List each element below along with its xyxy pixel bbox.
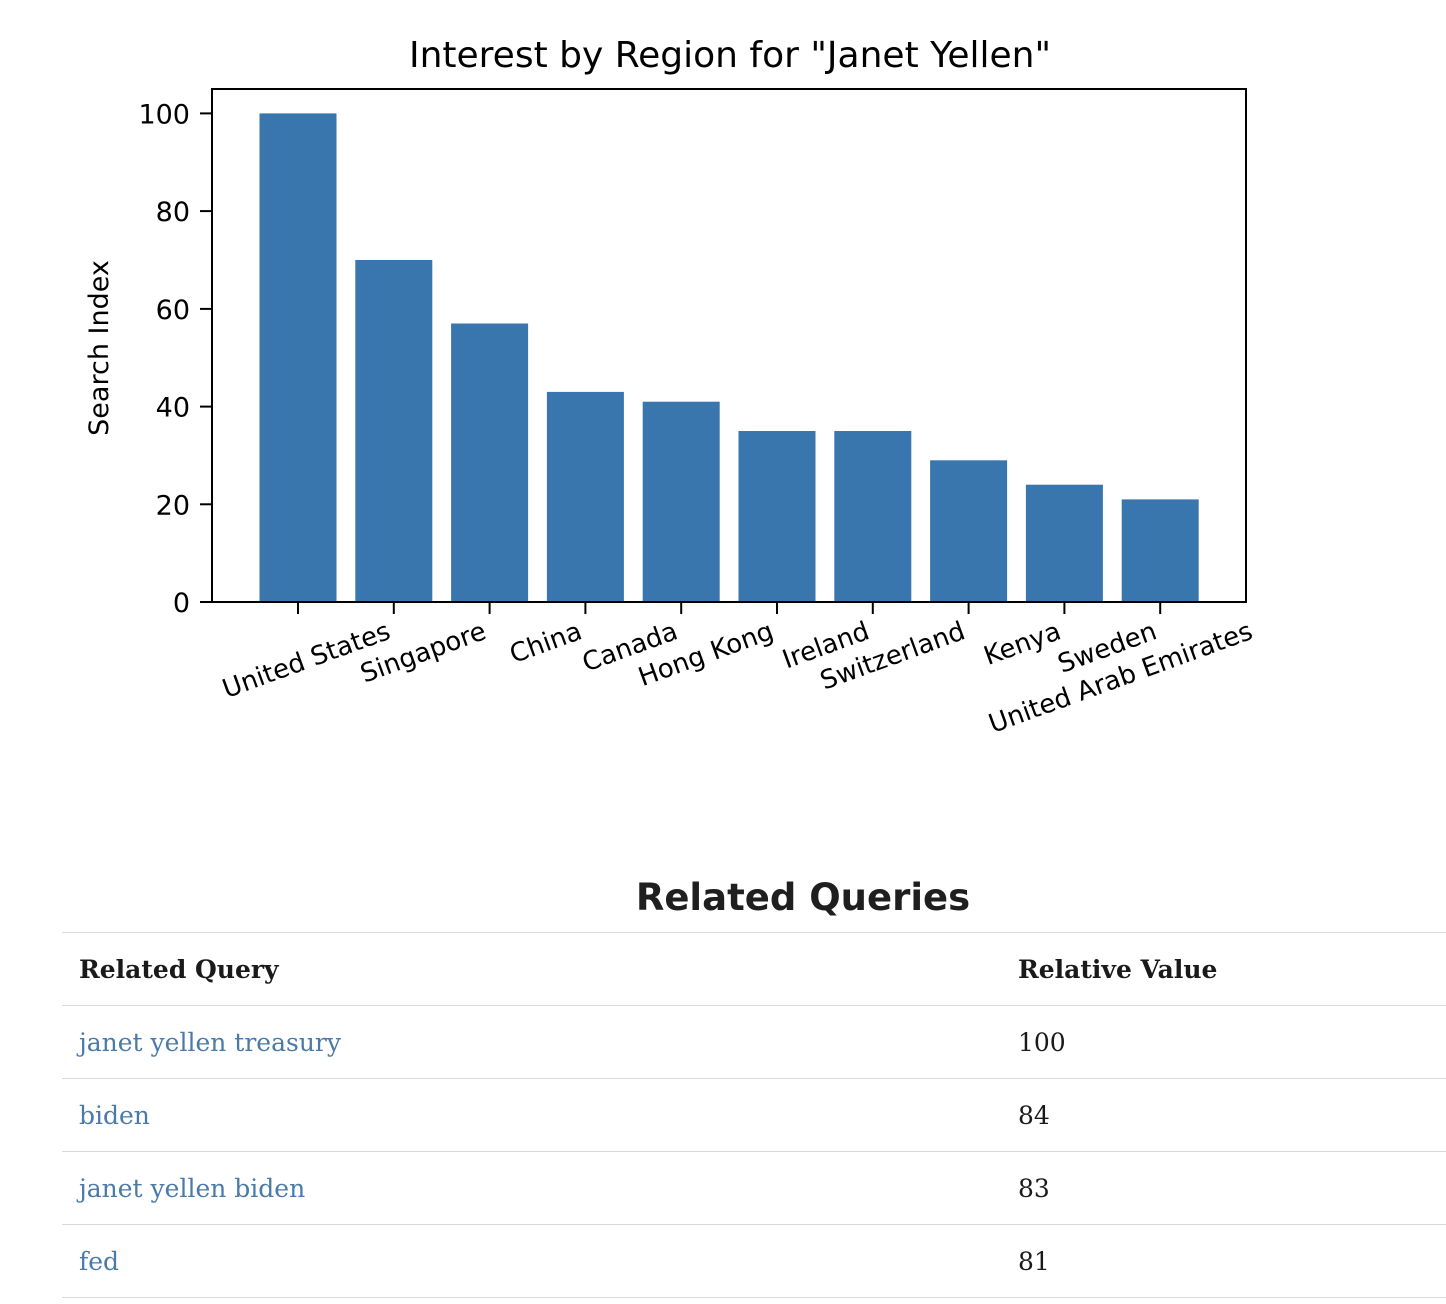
table-row: janet yellen biden 83 bbox=[62, 1151, 1446, 1225]
y-tick-label: 100 bbox=[138, 99, 190, 130]
bar-ireland bbox=[738, 431, 816, 602]
bar-chart: Interest by Region for "Janet Yellen" Se… bbox=[84, 35, 1257, 740]
x-tick-label: Kenya bbox=[980, 616, 1065, 671]
bar-sweden bbox=[1025, 484, 1103, 602]
query-link[interactable]: biden bbox=[79, 1100, 150, 1130]
y-tick-label: 60 bbox=[156, 295, 190, 326]
chart-title: Interest by Region for "Janet Yellen" bbox=[409, 35, 1051, 76]
query-link[interactable]: fed bbox=[79, 1246, 120, 1276]
y-tick-label: 0 bbox=[173, 588, 190, 619]
y-tick-label: 20 bbox=[156, 490, 190, 521]
y-tick-label: 40 bbox=[156, 393, 190, 424]
y-axis: 0 20 40 60 80 100 bbox=[138, 99, 212, 619]
bar-switzerland bbox=[834, 431, 912, 602]
bar-china bbox=[451, 323, 529, 602]
bar-hong-kong bbox=[642, 401, 720, 602]
query-cell: fed bbox=[62, 1224, 1001, 1298]
bar-united-arab-emirates bbox=[1121, 499, 1199, 602]
bar-united-states bbox=[259, 113, 337, 603]
header-relative-value: Relative Value bbox=[1001, 932, 1446, 1006]
bar-kenya bbox=[930, 460, 1008, 602]
table-header-row: Related Query Relative Value bbox=[62, 932, 1446, 1006]
header-related-query: Related Query bbox=[62, 932, 1001, 1006]
bars-group bbox=[259, 113, 1199, 603]
table-row: biden 84 bbox=[62, 1078, 1446, 1152]
query-link[interactable]: janet yellen biden bbox=[79, 1173, 306, 1203]
value-cell: 83 bbox=[1001, 1151, 1446, 1225]
bar-canada bbox=[546, 391, 624, 602]
query-link[interactable]: janet yellen treasury bbox=[79, 1027, 341, 1057]
x-tick-label: China bbox=[506, 616, 586, 670]
plot-frame bbox=[211, 88, 1247, 603]
value-cell: 100 bbox=[1001, 1005, 1446, 1079]
related-queries-title: Related Queries bbox=[635, 876, 971, 919]
value-cell: 84 bbox=[1001, 1078, 1446, 1152]
bar-singapore bbox=[355, 260, 433, 602]
value-cell: 81 bbox=[1001, 1224, 1446, 1298]
table-row: janet yellen treasury 100 bbox=[62, 1005, 1446, 1079]
y-axis-label: Search Index bbox=[84, 260, 115, 436]
table-row: fed 81 bbox=[62, 1224, 1446, 1298]
y-tick-label: 80 bbox=[156, 197, 190, 228]
query-cell: janet yellen treasury bbox=[62, 1005, 1001, 1079]
query-cell: biden bbox=[62, 1078, 1001, 1152]
related-queries-table: Related Query Relative Value janet yelle… bbox=[62, 932, 1446, 1298]
query-cell: janet yellen biden bbox=[62, 1151, 1001, 1225]
